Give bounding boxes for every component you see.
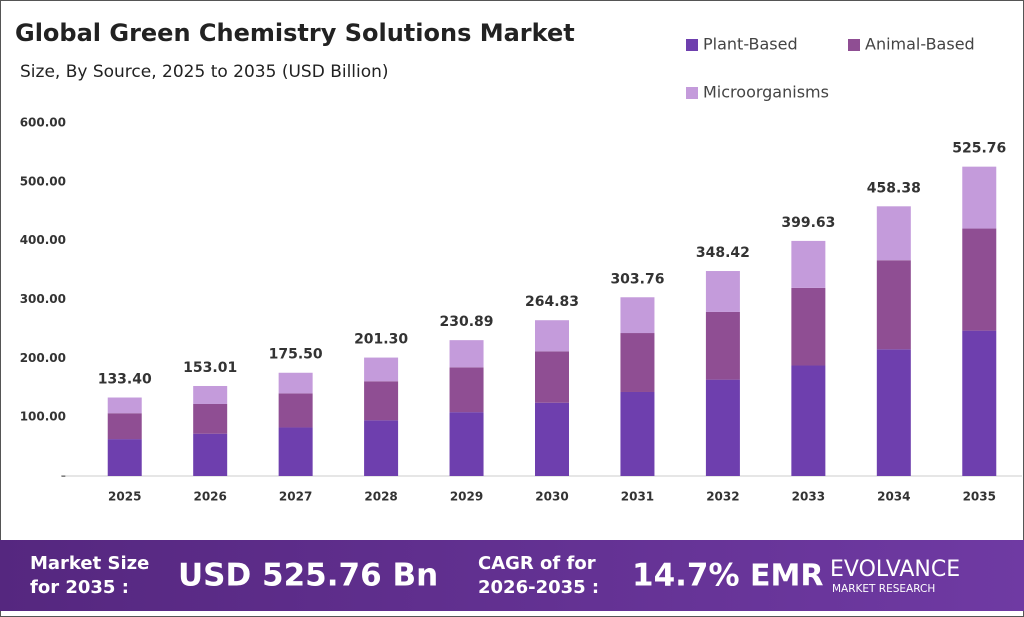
total-label: 230.89 bbox=[440, 314, 494, 330]
bar-segment bbox=[193, 403, 228, 434]
y-tick-label: 500.00 bbox=[20, 174, 66, 188]
bar-segment bbox=[876, 260, 911, 350]
x-tick-label: 2029 bbox=[450, 490, 483, 504]
bar-segment bbox=[364, 420, 399, 476]
total-label: 201.30 bbox=[354, 332, 408, 348]
bar-segment bbox=[705, 379, 740, 476]
legend-swatch bbox=[848, 39, 860, 51]
x-tick-label: 2033 bbox=[792, 490, 825, 504]
bar-segment bbox=[278, 427, 313, 476]
legend-swatch bbox=[686, 87, 698, 99]
bar-segment bbox=[535, 320, 569, 352]
total-label: 348.42 bbox=[696, 245, 750, 261]
bar-segment bbox=[107, 439, 142, 476]
y-tick-label: 200.00 bbox=[20, 351, 66, 365]
bar-segment bbox=[107, 413, 142, 440]
bar-segment bbox=[535, 351, 569, 403]
bar-segment bbox=[193, 385, 228, 404]
x-tick-label: 2027 bbox=[279, 490, 312, 504]
bar-segment bbox=[791, 240, 826, 288]
bar-segment bbox=[364, 357, 399, 382]
footer-label: for 2035 : bbox=[30, 577, 129, 598]
bar-segment bbox=[535, 402, 569, 476]
legend-swatch bbox=[686, 39, 698, 51]
bar-segment bbox=[876, 206, 911, 261]
bar-segment bbox=[193, 433, 228, 476]
x-tick-label: 2028 bbox=[364, 490, 397, 504]
footer-band bbox=[0, 540, 1024, 611]
bar-segment bbox=[278, 372, 313, 394]
logo-name: EVOLVANCE bbox=[830, 557, 960, 582]
bar-segment bbox=[620, 297, 655, 334]
chart-title: Global Green Chemistry Solutions Market bbox=[15, 19, 575, 47]
x-tick-label: 2026 bbox=[193, 490, 226, 504]
bar-segment bbox=[705, 311, 740, 380]
total-label: 153.01 bbox=[183, 360, 237, 376]
x-tick-label: 2025 bbox=[108, 490, 141, 504]
footer-value: 14.7% bbox=[632, 558, 740, 594]
bar-segment bbox=[620, 391, 655, 476]
bar-segment bbox=[449, 412, 484, 476]
total-label: 458.38 bbox=[867, 180, 921, 196]
legend-label: Microorganisms bbox=[703, 83, 829, 102]
logo-mark: EMR bbox=[750, 559, 823, 594]
footer-label: Market Size bbox=[30, 553, 149, 574]
x-tick-label: 2034 bbox=[877, 490, 910, 504]
x-tick-label: 2031 bbox=[621, 490, 654, 504]
bar-segment bbox=[791, 287, 826, 366]
bar-segment bbox=[620, 333, 655, 392]
legend-label: Plant-Based bbox=[703, 35, 798, 54]
bar-segment bbox=[962, 166, 997, 229]
total-label: 133.40 bbox=[98, 372, 152, 388]
total-label: 399.63 bbox=[781, 215, 835, 231]
total-label: 525.76 bbox=[952, 141, 1006, 157]
bar-segment bbox=[962, 330, 997, 476]
legend-label: Animal-Based bbox=[865, 35, 975, 54]
bar-segment bbox=[962, 228, 997, 331]
x-tick-label: 2032 bbox=[706, 490, 739, 504]
x-tick-label: 2035 bbox=[963, 490, 996, 504]
footer-label: 2026-2035 : bbox=[478, 577, 599, 598]
logo-tagline: MARKET RESEARCH bbox=[832, 583, 935, 595]
bar-segment bbox=[791, 365, 826, 476]
y-tick-label: 100.00 bbox=[20, 410, 66, 424]
y-tick-label: 400.00 bbox=[20, 233, 66, 247]
bar-segment bbox=[876, 349, 911, 476]
bar-segment bbox=[278, 393, 313, 428]
y-tick-label: 600.00 bbox=[20, 116, 66, 130]
bar-segment bbox=[449, 367, 484, 413]
footer-label: CAGR of for bbox=[478, 553, 596, 574]
bar-segment bbox=[705, 271, 740, 312]
x-tick-label: 2030 bbox=[535, 490, 568, 504]
bar-segment bbox=[107, 397, 142, 414]
chart-subtitle: Size, By Source, 2025 to 2035 (USD Billi… bbox=[20, 62, 389, 82]
total-label: 264.83 bbox=[525, 294, 579, 310]
total-label: 175.50 bbox=[269, 347, 323, 363]
bar-segment bbox=[364, 381, 399, 421]
footer-value: USD 525.76 Bn bbox=[178, 558, 438, 594]
bar-segment bbox=[449, 340, 484, 368]
y-tick-label: 300.00 bbox=[20, 292, 66, 306]
total-label: 303.76 bbox=[610, 271, 664, 287]
